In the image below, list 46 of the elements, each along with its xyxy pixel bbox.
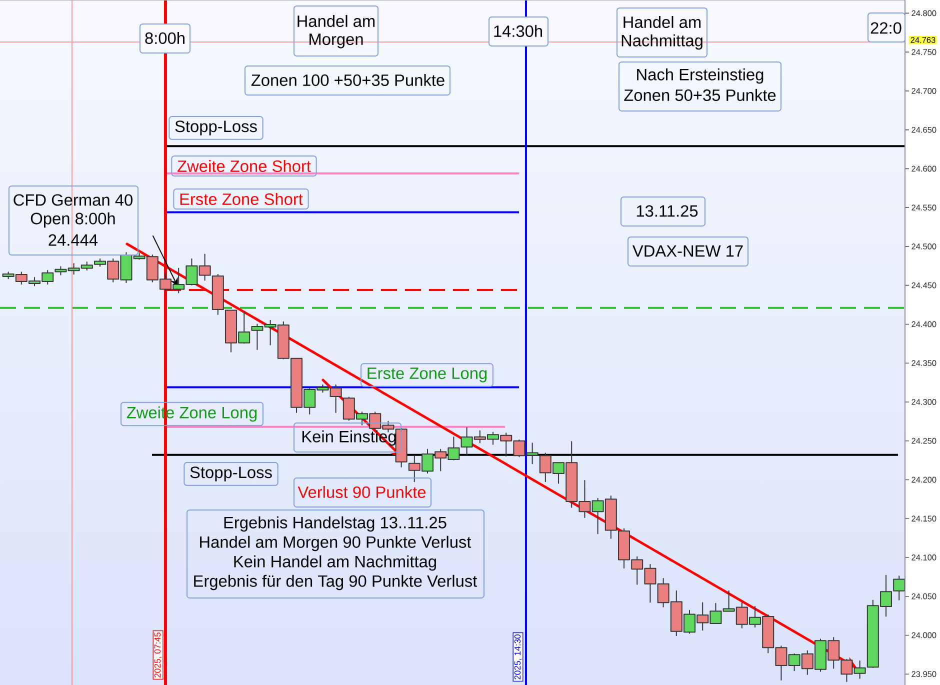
annotation: Handel am (624, 16, 701, 28)
y-tick-label: 24.050 (912, 593, 936, 600)
ref-line-label: Stopp-Loss (175, 120, 257, 136)
annotation: Handel am (298, 14, 375, 28)
ref-line-label: Erste Zone Short (180, 192, 303, 206)
annotation: 8:00h (145, 32, 184, 44)
y-tick-label: 24.550 (912, 204, 936, 211)
y-tick-label: 24.300 (912, 399, 936, 405)
y-tick-label: 24.350 (912, 360, 936, 366)
annotation: 14:30h (494, 24, 542, 38)
y-tick-label: 24.800 (912, 10, 936, 16)
annotation: Verlust 90 Punkte (298, 486, 426, 498)
annotation: Ergebnis für den Tag 90 Punkte Verlust (194, 574, 478, 590)
annotation: 24.444 (48, 234, 98, 246)
ref-line-label: Erste Zone Long (368, 368, 487, 382)
annotation: 2025, 14:30 (514, 634, 522, 680)
y-tick-label: 24.700 (912, 88, 936, 94)
y-tick-label: 24.750 (912, 49, 936, 56)
annotation: Handel am Morgen 90 Punkte Verlust (200, 536, 472, 552)
y-tick-label: 23.950 (912, 671, 936, 678)
y-tick-label: 24.200 (912, 476, 936, 483)
annotation: CFD German 40 (14, 194, 132, 206)
y-tick-label: 24.500 (912, 244, 936, 250)
annotation: Nach Ersteinstieg (637, 68, 764, 84)
annotation: Ergebnis Handelstag 13..11.25 (224, 516, 446, 532)
annotation: 13.11.25 (636, 205, 698, 217)
annotation: Zonen 100 +50+35 Punkte (251, 74, 444, 86)
ref-line-label: Zweite Zone Short (178, 160, 311, 172)
annotation: 2025, 07:45 (154, 632, 162, 678)
annotation: Morgen (310, 34, 363, 48)
annotation: Open 8:00h (30, 212, 115, 228)
y-tick-label: 24.600 (912, 166, 936, 172)
annotation: Nachmittag (622, 34, 702, 50)
y-tick-label: 24.250 (912, 438, 936, 444)
y-tick-label: 24.400 (912, 321, 936, 328)
ref-line-label: 24.763 (910, 37, 936, 43)
annotation: VDAX-NEW 17 (632, 245, 743, 257)
y-tick-label: 24.650 (912, 126, 936, 133)
y-tick-label: 24.100 (912, 554, 936, 560)
y-tick-label: 24.150 (912, 516, 936, 522)
annotation: Kein Handel am Nachmittag (234, 555, 436, 571)
annotation: Zonen 50+35 Punkte (624, 88, 776, 102)
y-tick-label: 24.000 (912, 632, 936, 638)
annotation: 22:0 (870, 22, 902, 34)
y-tick-label: 24.450 (912, 282, 936, 288)
ref-line-label: Stopp-Loss (190, 466, 272, 482)
